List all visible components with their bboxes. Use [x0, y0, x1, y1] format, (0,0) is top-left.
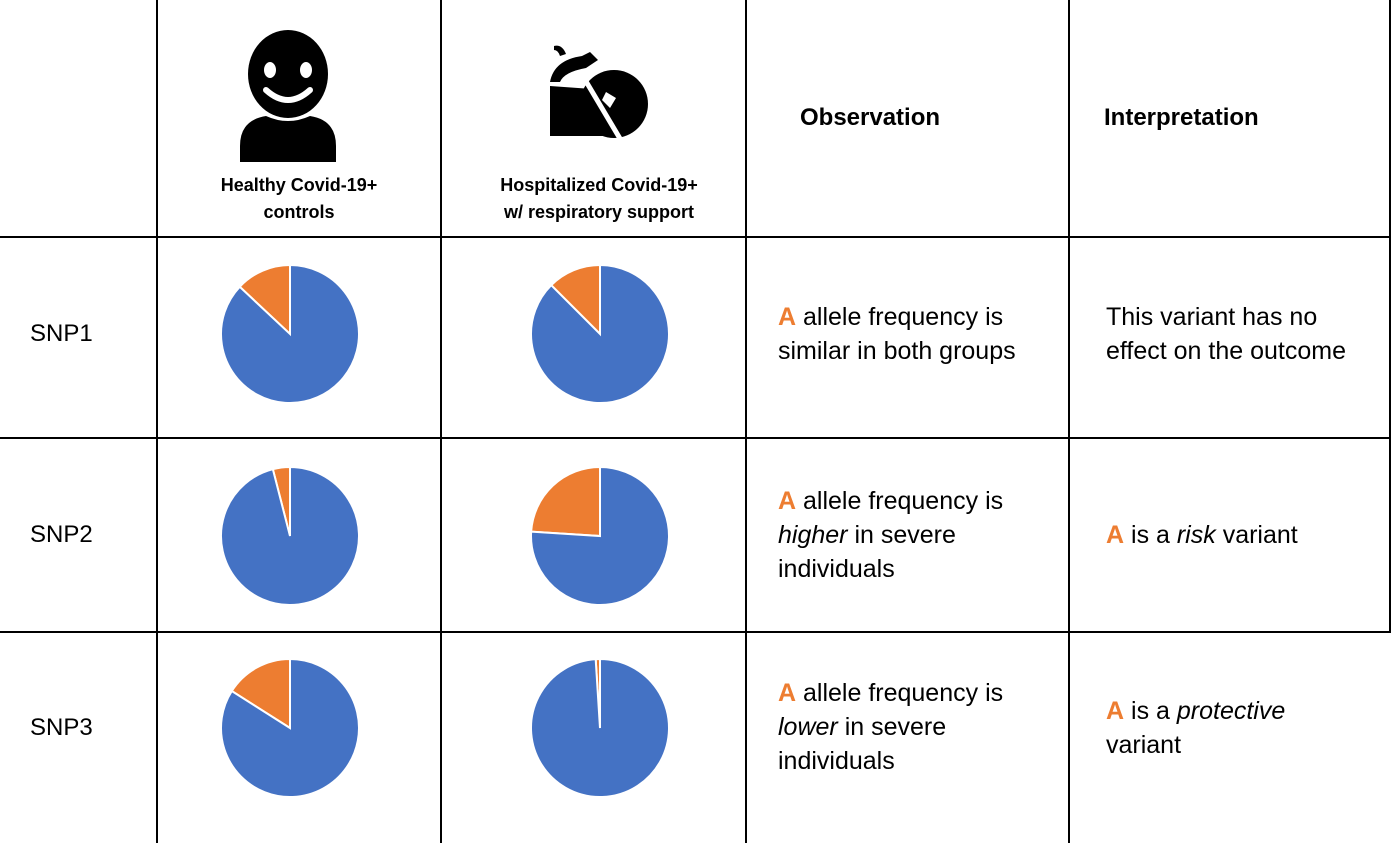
obs-emphasis: higher: [778, 521, 848, 549]
interp-line2: variant: [1106, 731, 1182, 759]
grid-vline-2: [440, 0, 442, 843]
interp-post: variant: [1215, 521, 1298, 549]
obs-line1: allele frequency is: [796, 303, 1004, 331]
grid-vline-4: [1068, 0, 1070, 843]
group1-label-line1: Healthy Covid-19+: [220, 175, 378, 195]
grid-vline-3: [745, 0, 747, 843]
snp3-label: SNP3: [30, 714, 93, 741]
pie-slice-major: [220, 657, 360, 798]
interp-line2: effect on the outcome: [1106, 337, 1346, 365]
pie-slice-minor: [530, 465, 601, 538]
pie-slice-minor: [230, 657, 291, 730]
observation-header: Observation: [800, 104, 941, 131]
grid-vline-5: [1389, 0, 1391, 238]
interp-pre: is a: [1124, 697, 1177, 725]
group1-label-line2: controls: [263, 202, 335, 222]
pie-slice-major: [530, 465, 670, 606]
snp1-interpretation: This variant has no effect on the outcom…: [1106, 300, 1346, 368]
pie-slice-major: [530, 657, 670, 798]
allele-marker: A: [778, 679, 797, 707]
obs-line2: similar in both groups: [778, 337, 1016, 365]
obs-line3: individuals: [778, 555, 895, 583]
grid-hline-3: [0, 631, 1391, 633]
group2-label-line1: Hospitalized Covid-19+: [500, 175, 698, 195]
pie-snp2-healthy: [220, 465, 360, 606]
obs-emphasis: lower: [778, 713, 838, 741]
pie-snp1-hospitalized: [530, 263, 670, 404]
snp2-label: SNP2: [30, 521, 93, 548]
obs-line1: allele frequency is: [796, 679, 1004, 707]
grid-vline-right-lower: [1389, 236, 1391, 633]
obs-line1: allele frequency is: [796, 487, 1004, 515]
grid-hline-2: [0, 437, 1391, 439]
pie-snp3-healthy: [220, 657, 360, 798]
snp2-interpretation: A is a risk variant: [1106, 518, 1298, 552]
pie-snp3-hospitalized: [530, 657, 670, 798]
smiling-person-icon: [236, 28, 340, 162]
pie-slice-major: [220, 465, 360, 606]
snp1-observation: A allele frequency is similar in both gr…: [778, 300, 1016, 368]
group2-label: Hospitalized Covid-19+ w/ respiratory su…: [442, 172, 756, 226]
snp1-label: SNP1: [30, 320, 93, 347]
snp2-observation: A allele frequency is higher in severe i…: [778, 484, 1003, 586]
pie-slice-major: [530, 263, 670, 404]
grid-vline-1: [156, 0, 158, 843]
pie-snp2-hospitalized: [530, 465, 670, 606]
interpretation-header: Interpretation: [1104, 104, 1259, 131]
hospital-bed-patient-icon: [546, 42, 650, 146]
interp-line1: This variant has no: [1106, 303, 1318, 331]
interp-emphasis: protective: [1176, 697, 1286, 725]
interp-pre: is a: [1124, 521, 1177, 549]
allele-marker: A: [1106, 521, 1125, 549]
obs-line3: individuals: [778, 747, 895, 775]
group1-label: Healthy Covid-19+ controls: [158, 172, 440, 226]
interp-emphasis: risk: [1176, 521, 1216, 549]
pie-slice-major: [220, 263, 360, 404]
snp3-observation: A allele frequency is lower in severe in…: [778, 676, 1003, 778]
obs-line2: in severe: [837, 713, 947, 741]
grid-hline-1: [0, 236, 1391, 238]
obs-line2: in severe: [847, 521, 956, 549]
pie-snp1-healthy: [220, 263, 360, 404]
allele-marker: A: [778, 303, 797, 331]
allele-marker: A: [1106, 697, 1125, 725]
snp3-interpretation: A is a protective variant: [1106, 694, 1285, 762]
allele-marker: A: [778, 487, 797, 515]
pie-slice-minor: [238, 263, 291, 337]
group2-label-line2: w/ respiratory support: [503, 202, 695, 222]
